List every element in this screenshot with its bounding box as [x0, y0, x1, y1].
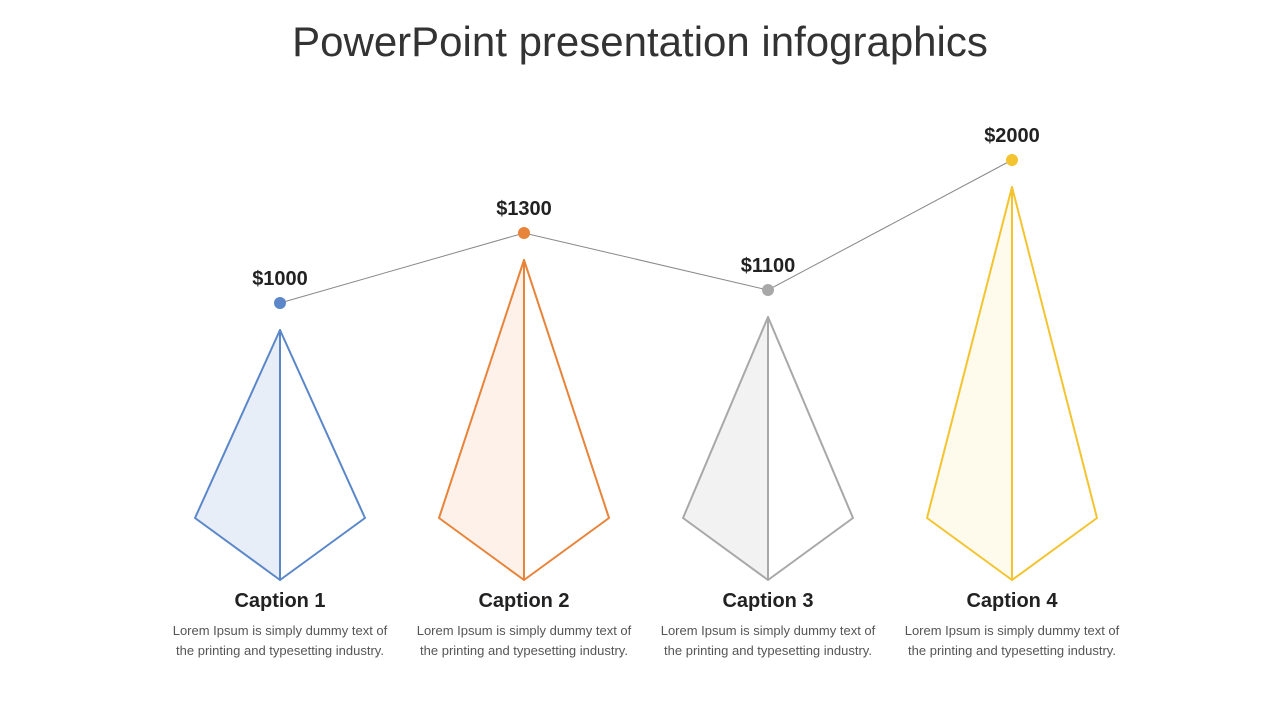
- caption-block: Caption 4 Lorem Ipsum is simply dummy tex…: [902, 590, 1122, 660]
- data-point-dot: [274, 297, 286, 309]
- caption-block: Caption 1 Lorem Ipsum is simply dummy tex…: [170, 590, 390, 660]
- caption-title: Caption 2: [414, 590, 634, 613]
- caption-description: Lorem Ipsum is simply dummy text of the …: [658, 621, 878, 660]
- data-point-dot: [1006, 154, 1018, 166]
- caption-description: Lorem Ipsum is simply dummy text of the …: [414, 621, 634, 660]
- value-label: $1300: [496, 198, 552, 221]
- caption-title: Caption 4: [902, 590, 1122, 613]
- caption-description: Lorem Ipsum is simply dummy text of the …: [170, 621, 390, 660]
- value-label: $1000: [252, 268, 308, 291]
- caption-title: Caption 3: [658, 590, 878, 613]
- data-point-dot: [518, 227, 530, 239]
- caption-description: Lorem Ipsum is simply dummy text of the …: [902, 621, 1122, 660]
- value-label: $2000: [984, 125, 1040, 148]
- value-label: $1100: [741, 255, 796, 278]
- data-point-dot: [762, 284, 774, 296]
- caption-title: Caption 1: [170, 590, 390, 613]
- caption-block: Caption 3 Lorem Ipsum is simply dummy tex…: [658, 590, 878, 660]
- caption-block: Caption 2 Lorem Ipsum is simply dummy tex…: [414, 590, 634, 660]
- infographic-chart: $1000 $1300 $1100 $2000 Caption 1 Lorem Ipsu…: [0, 0, 1280, 720]
